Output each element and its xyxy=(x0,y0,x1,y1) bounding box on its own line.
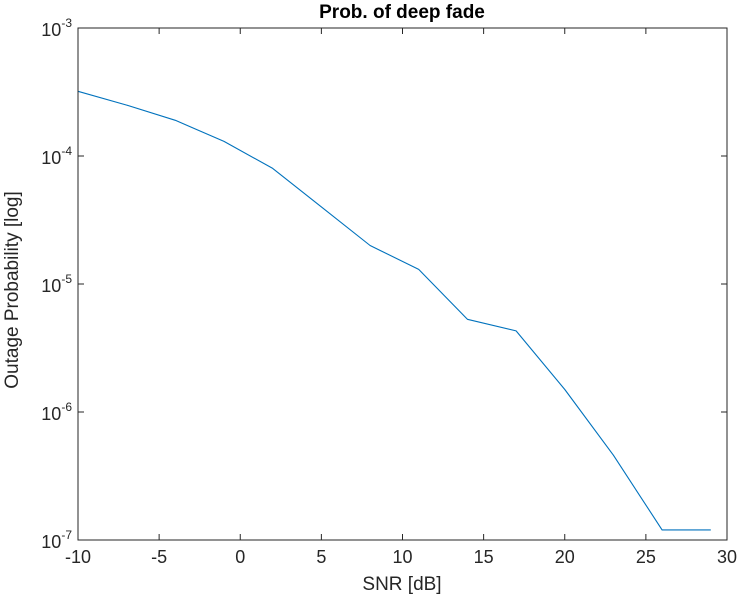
x-ticks: -10 -5 0 5 10 15 20 25 30 xyxy=(65,28,737,567)
x-tick-label: 30 xyxy=(717,547,737,567)
x-tick-label: 15 xyxy=(474,547,494,567)
y-tick-label: 10-7 xyxy=(41,528,72,552)
series-line-1 xyxy=(77,90,711,531)
x-tick-label: 20 xyxy=(555,547,575,567)
x-tick-label: 25 xyxy=(636,547,656,567)
x-tick-label: -5 xyxy=(151,547,167,567)
y-ticks: 10-7 10-6 10-5 10-4 10-3 xyxy=(41,16,727,552)
x-axis-label: SNR [dB] xyxy=(362,574,441,595)
plot-area xyxy=(78,28,727,540)
x-tick-label: -10 xyxy=(65,547,91,567)
y-tick-label: 10-5 xyxy=(41,272,72,296)
y-tick-label: 10-3 xyxy=(41,16,72,40)
x-tick-label: 5 xyxy=(316,547,326,567)
x-tick-label: 10 xyxy=(392,547,412,567)
x-tick-label: 0 xyxy=(235,547,245,567)
y-tick-label: 10-4 xyxy=(41,144,72,168)
chart-title: Prob. of deep fade xyxy=(319,2,485,23)
y-tick-label: 10-6 xyxy=(41,400,72,424)
y-axis-label: Outage Probability [log] xyxy=(2,191,23,389)
series-layer xyxy=(77,90,711,531)
